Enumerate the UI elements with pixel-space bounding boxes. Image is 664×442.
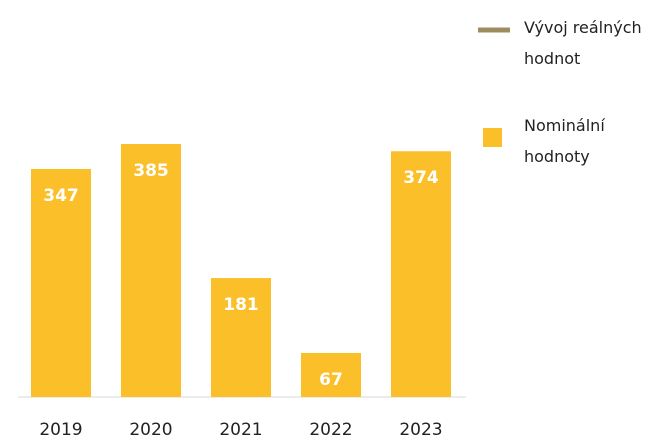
data-label: 181 <box>223 295 259 315</box>
data-label: 67 <box>319 370 343 390</box>
bar <box>211 278 271 397</box>
legend-label: Nominální hodnoty <box>524 116 605 166</box>
legend-marker <box>483 128 502 147</box>
bar <box>121 144 181 397</box>
x-tick-label: 2023 <box>399 420 442 440</box>
bar <box>301 352 361 397</box>
data-label: 385 <box>133 161 169 181</box>
x-tick-label: 2020 <box>129 420 172 440</box>
data-label: 347 <box>43 186 79 206</box>
bar <box>31 168 91 397</box>
x-tick-label: 2021 <box>219 420 262 440</box>
data-label: 374 <box>403 168 439 188</box>
legend-marker <box>478 27 510 33</box>
bar <box>391 151 451 397</box>
x-tick-label: 2019 <box>39 420 82 440</box>
x-tick-label: 2022 <box>309 420 352 440</box>
legend-label: Vývoj reálných hodnot <box>524 18 642 68</box>
